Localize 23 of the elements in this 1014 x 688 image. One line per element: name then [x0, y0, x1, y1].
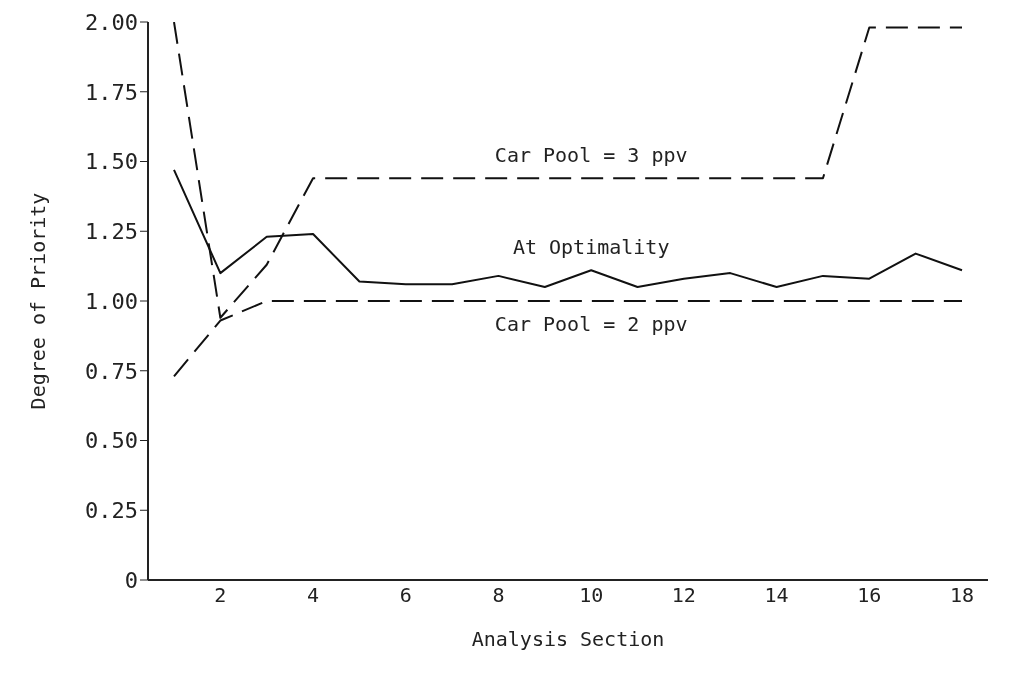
y-tick-label: 2.00 — [85, 9, 138, 35]
y-tick-label: 0.75 — [85, 358, 138, 384]
y-tick-label: 1.25 — [85, 219, 138, 245]
x-tick-label: 6 — [399, 583, 412, 608]
x-tick-label: 12 — [671, 583, 696, 608]
series-label: Car Pool = 3 ppv — [494, 143, 688, 168]
x-tick-label: 10 — [579, 583, 604, 608]
y-tick-label: 0.50 — [85, 428, 138, 454]
x-axis-title: Analysis Section — [471, 627, 665, 651]
y-axis-title: Degree of Priority — [26, 192, 51, 410]
y-tick-label: 1.00 — [85, 288, 138, 314]
y-tick-label: 0.25 — [85, 498, 138, 524]
y-tick-label: 0 — [124, 567, 138, 593]
x-tick-label: 2 — [214, 583, 227, 608]
x-tick-label: 14 — [764, 583, 789, 608]
x-tick-label: 18 — [949, 583, 975, 608]
x-tick-label: 8 — [492, 583, 505, 608]
series-label: At Optimality — [512, 235, 670, 260]
y-tick-label: 1.75 — [85, 79, 138, 105]
series-label: Car Pool = 2 ppv — [494, 312, 688, 336]
x-tick-label: 4 — [307, 583, 320, 608]
y-tick-label: 1.50 — [85, 149, 138, 175]
x-tick-label: 16 — [857, 583, 882, 608]
